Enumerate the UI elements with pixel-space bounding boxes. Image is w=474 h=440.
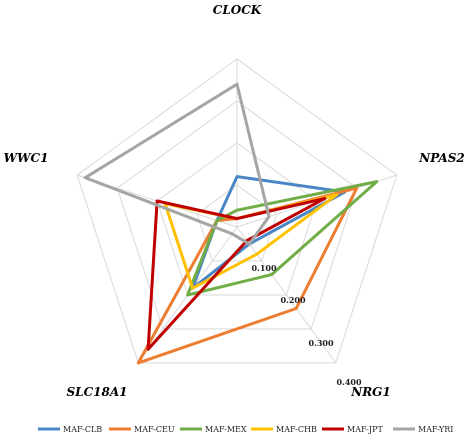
axis-label-wwc1: WWC1 (4, 151, 49, 165)
legend: MAF-CLB MAF-CEU MAF-MEX MAF-CHB MAF-JPT … (38, 425, 453, 434)
grid-ring-4 (76, 58, 398, 364)
axis-label-slc18a1: SLC18A1 (66, 385, 127, 399)
tick-label-0400: 0.400 (336, 377, 361, 387)
legend-label-maf-jpt: MAF-JPT (347, 425, 383, 434)
axis-label-npas2: NPAS2 (418, 151, 464, 165)
series-line-maf-mex (186, 180, 379, 297)
legend-label-maf-chb: MAF-CHB (276, 425, 317, 434)
tick-label-0200: 0.200 (280, 295, 305, 305)
axis-label-nrg1: NRG1 (350, 385, 391, 399)
series-line-maf-ceu (136, 186, 359, 365)
series-line-maf-clb (191, 175, 347, 290)
legend-label-maf-clb: MAF-CLB (63, 425, 102, 434)
legend-label-maf-mex: MAF-MEX (205, 425, 247, 434)
series-line-maf-yri (83, 82, 271, 246)
grid-ring-2 (156, 142, 318, 296)
series-line-maf-jpt (146, 196, 327, 351)
tick-label-0100: 0.100 (251, 263, 276, 273)
axis-label-clock: CLOCK (213, 3, 262, 17)
tick-label-0300: 0.300 (308, 338, 333, 348)
legend-label-maf-yri: MAF-YRI (418, 425, 453, 434)
series-lines (83, 82, 379, 365)
legend-label-maf-ceu: MAF-CEU (134, 425, 175, 434)
axis-line-nrg1 (236, 226, 337, 364)
